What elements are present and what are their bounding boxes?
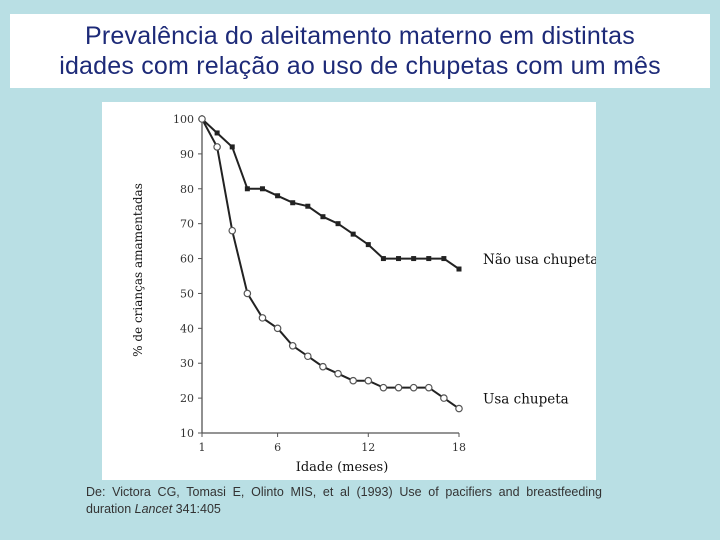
labels-layer: Idade (meses) % de crianças amamentadas Nã…: [131, 183, 596, 475]
data-point-square: [456, 266, 462, 272]
data-point-circle: [424, 383, 433, 392]
y-tick-label: 50: [180, 287, 194, 300]
y-tick-label: 90: [180, 148, 194, 161]
slide-title-line-2: idades com relação ao uso de chupetas co…: [59, 52, 661, 80]
data-point-square: [380, 256, 386, 262]
citation-suffix: 341:405: [172, 502, 221, 516]
x-tick-label: 12: [361, 441, 375, 454]
citation-journal: Lancet: [134, 502, 173, 516]
data-point-square: [365, 242, 371, 248]
data-point-circle: [213, 143, 221, 151]
data-point-square: [411, 256, 417, 262]
x-tick-label: 1: [199, 441, 206, 454]
data-point-circle: [228, 226, 237, 235]
data-point-circle: [349, 376, 357, 385]
y-tick-label: 40: [180, 322, 194, 335]
data-point-circle: [258, 314, 267, 322]
slide-title-line-1: Prevalência do aleitamento materno em di…: [85, 22, 635, 50]
citation: De: Victora CG, Tomasi E, Olinto MIS, et…: [86, 484, 602, 518]
series-label-2: Usa chupeta: [483, 392, 569, 408]
y-tick-label: 100: [173, 113, 194, 126]
series-line-1: [201, 118, 460, 270]
data-point-circle: [364, 376, 373, 385]
x-tick-label: 6: [274, 441, 281, 454]
y-tick-label: 80: [180, 183, 194, 196]
line-chart: 10 20 30 40 50 60 70 80 90 100 1 6 12 18 Idade (meses…: [131, 113, 596, 475]
data-point-circle: [288, 341, 297, 350]
data-point-square: [259, 186, 265, 192]
citation-prefix: De: Victora CG, Tomasi E, Olinto MIS, et…: [86, 485, 602, 516]
data-point-circle: [455, 404, 463, 413]
y-tick-label: 70: [180, 218, 194, 231]
data-point-circle: [243, 289, 252, 298]
x-tick-label: 18: [452, 441, 466, 454]
y-tick-label: 60: [180, 253, 194, 266]
data-point-circle: [273, 324, 282, 333]
x-axis-title: Idade (meses): [296, 460, 389, 475]
data-point-square: [290, 200, 296, 206]
chart-panel: 10 20 30 40 50 60 70 80 90 100 1 6 12 18 Idade (meses…: [102, 102, 596, 480]
data-point-circle: [440, 394, 448, 402]
data-point-circle: [198, 115, 206, 123]
data-point-square: [214, 130, 220, 136]
series-line-2: [201, 118, 460, 410]
y-tick-label: 20: [180, 392, 194, 405]
data-point-square: [229, 144, 235, 150]
series-layer: [198, 115, 463, 413]
title-box: Prevalência do aleitamento materno em di…: [10, 14, 710, 88]
data-point-circle: [379, 383, 388, 392]
y-tick-label: 10: [180, 427, 194, 440]
data-point-square: [350, 231, 356, 237]
y-axis-title: % de crianças amamentadas: [131, 183, 145, 357]
data-point-square: [335, 221, 341, 227]
y-tick-label: 30: [180, 357, 194, 370]
data-point-circle: [319, 362, 327, 371]
data-point-square: [305, 203, 311, 209]
data-point-square: [396, 256, 402, 262]
data-point-square: [244, 186, 250, 192]
data-point-circle: [409, 383, 418, 392]
data-point-square: [275, 193, 281, 199]
data-point-circle: [304, 352, 312, 361]
series-label-1: Não usa chupeta: [483, 252, 596, 268]
data-point-square: [426, 256, 432, 262]
data-point-square: [320, 214, 326, 220]
data-point-circle: [394, 383, 403, 392]
axes-layer: 10 20 30 40 50 60 70 80 90 100 1 6 12 18: [173, 113, 466, 454]
data-point-square: [441, 256, 447, 262]
data-point-circle: [334, 369, 342, 378]
